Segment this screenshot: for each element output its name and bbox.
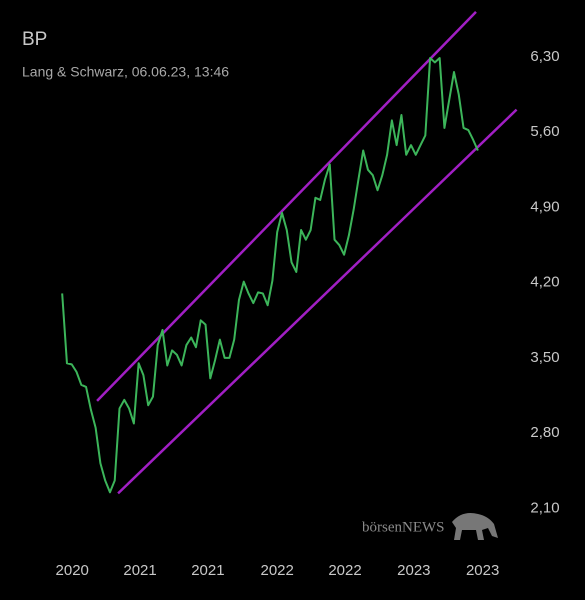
- x-tick-label: 2021: [123, 562, 156, 579]
- x-tick-label: 2020: [56, 562, 89, 579]
- y-tick-label: 2,10: [530, 499, 559, 516]
- x-tick-label: 2021: [191, 562, 224, 579]
- watermark: börsenNEWS: [362, 519, 445, 535]
- y-tick-label: 6,30: [530, 48, 559, 65]
- y-tick-label: 3,50: [530, 349, 559, 366]
- channel-line: [117, 108, 518, 495]
- bull-shape: [452, 513, 498, 540]
- price-line: [61, 57, 479, 494]
- chart-title: BP: [22, 29, 47, 50]
- y-tick-label: 5,60: [530, 123, 559, 140]
- chart-subtitle: Lang & Schwarz, 06.06.23, 13:46: [22, 64, 229, 80]
- y-tick-label: 4,90: [530, 198, 559, 215]
- bull-icon: [452, 513, 498, 540]
- x-tick-label: 2023: [466, 562, 499, 579]
- x-tick-label: 2022: [328, 562, 361, 579]
- x-tick-label: 2023: [397, 562, 430, 579]
- y-tick-label: 4,20: [530, 274, 559, 291]
- x-tick-label: 2022: [261, 562, 294, 579]
- y-tick-label: 2,80: [530, 424, 559, 441]
